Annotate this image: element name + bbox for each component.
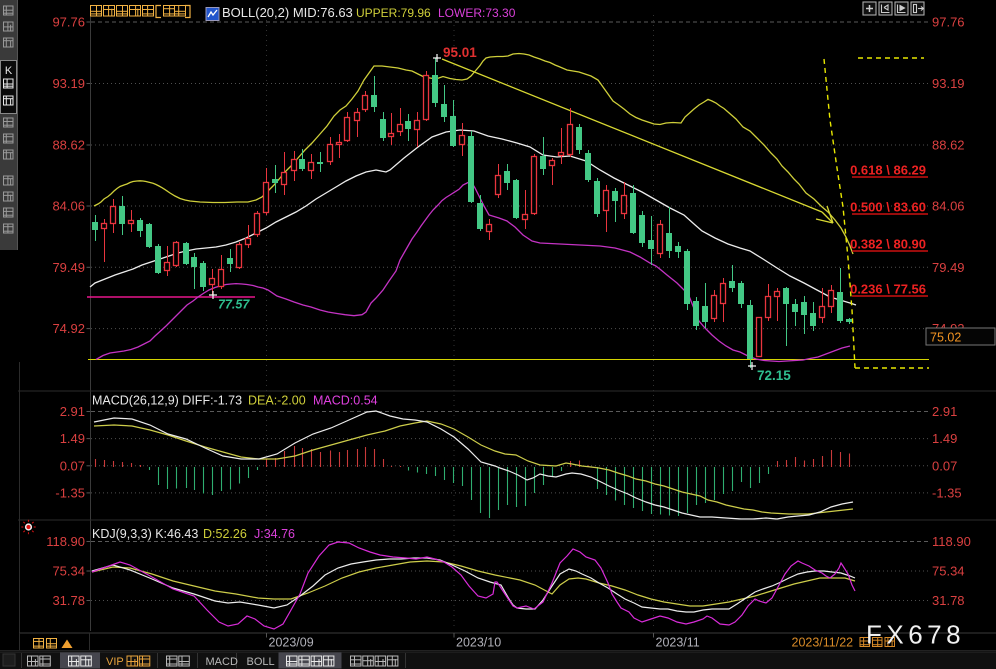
svg-text:31.78: 31.78 xyxy=(52,593,85,608)
svg-text:2023/11/22: 2023/11/22 xyxy=(792,636,854,650)
svg-text:84.06: 84.06 xyxy=(52,199,85,214)
svg-text:31.78: 31.78 xyxy=(932,593,965,608)
svg-text:MACD(26,12,9) DIFF:-1.73: MACD(26,12,9) DIFF:-1.73 xyxy=(92,394,242,408)
svg-text:0.618 \ 86.29: 0.618 \ 86.29 xyxy=(850,163,926,178)
svg-text:75.34: 75.34 xyxy=(52,564,85,579)
svg-text:0.500 \ 83.60: 0.500 \ 83.60 xyxy=(850,200,926,215)
svg-text:LOWER:73.30: LOWER:73.30 xyxy=(438,6,516,20)
svg-text:D:52.26: D:52.26 xyxy=(203,527,247,541)
svg-text:118.90: 118.90 xyxy=(932,534,971,549)
svg-text:93.19: 93.19 xyxy=(932,76,965,91)
svg-text:0.07: 0.07 xyxy=(932,458,957,473)
svg-text:88.62: 88.62 xyxy=(52,138,85,153)
svg-text:88.62: 88.62 xyxy=(932,138,965,153)
svg-text:72.15: 72.15 xyxy=(757,368,791,383)
svg-text:MACD: MACD xyxy=(206,656,238,668)
svg-text:-1.35: -1.35 xyxy=(932,485,962,500)
svg-text:95.01: 95.01 xyxy=(443,45,477,60)
svg-text:0.382 \ 80.90: 0.382 \ 80.90 xyxy=(850,237,926,252)
svg-text:J:34.76: J:34.76 xyxy=(254,527,295,541)
svg-text:118.90: 118.90 xyxy=(46,534,85,549)
svg-text:2.91: 2.91 xyxy=(60,404,85,419)
svg-text:DEA:-2.00: DEA:-2.00 xyxy=(248,394,306,408)
svg-text:75.02: 75.02 xyxy=(930,331,961,345)
svg-text:KDJ(9,3,3) K:46.43: KDJ(9,3,3) K:46.43 xyxy=(92,527,198,541)
svg-text:84.06: 84.06 xyxy=(932,199,965,214)
svg-text:79.49: 79.49 xyxy=(932,260,965,275)
svg-text:1.49: 1.49 xyxy=(60,431,85,446)
svg-text:MACD:0.54: MACD:0.54 xyxy=(313,394,378,408)
svg-text:0.236 \ 77.56: 0.236 \ 77.56 xyxy=(850,282,926,297)
svg-text:2023/09: 2023/09 xyxy=(269,636,314,650)
svg-text:2023/11: 2023/11 xyxy=(656,636,700,650)
svg-text:VIP: VIP xyxy=(106,656,124,668)
svg-text:-1.35: -1.35 xyxy=(55,485,85,500)
svg-text:75.34: 75.34 xyxy=(932,564,965,579)
svg-text:2.91: 2.91 xyxy=(932,404,957,419)
svg-text:93.19: 93.19 xyxy=(52,76,85,91)
svg-text:0.07: 0.07 xyxy=(60,458,85,473)
svg-text:74.92: 74.92 xyxy=(52,321,85,336)
svg-text:1.49: 1.49 xyxy=(932,431,957,446)
svg-text:BOLL: BOLL xyxy=(247,656,275,668)
svg-text:77.57: 77.57 xyxy=(218,298,250,312)
svg-text:UPPER:79.96: UPPER:79.96 xyxy=(356,6,431,20)
svg-text:97.76: 97.76 xyxy=(932,15,965,30)
svg-text:BOLL(20,2) MID:76.63: BOLL(20,2) MID:76.63 xyxy=(222,5,353,20)
svg-text:2023/10: 2023/10 xyxy=(456,636,501,650)
svg-text:FX678: FX678 xyxy=(866,620,965,650)
svg-text:K: K xyxy=(5,65,13,77)
svg-text:97.76: 97.76 xyxy=(52,15,85,30)
svg-text:79.49: 79.49 xyxy=(52,260,85,275)
